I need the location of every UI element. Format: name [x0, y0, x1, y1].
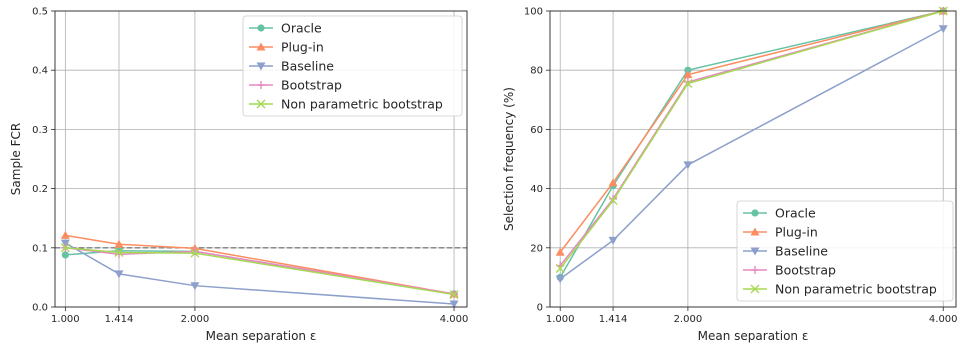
series-line: [65, 234, 455, 295]
legend-label: Plug-in: [775, 225, 818, 240]
y-tick-label: 0.1: [32, 243, 48, 254]
legend-marker: [257, 81, 265, 89]
y-tick-label: 20: [530, 243, 543, 254]
y-tick-label: 60: [530, 125, 543, 136]
legend-item: Non parametric bootstrap: [249, 97, 443, 112]
legend-item: Oracle: [743, 206, 816, 221]
y-tick-label: 0: [537, 303, 543, 314]
series-non-parametric-bootstrap: [60, 243, 459, 300]
x-tick-label: 1.000: [51, 314, 80, 325]
legend-label: Bootstrap: [281, 78, 342, 93]
y-tick-label: 100: [524, 7, 543, 18]
y-tick-label: 0.2: [32, 184, 48, 195]
legend-item: Bootstrap: [743, 263, 836, 278]
legend-label: Baseline: [281, 59, 334, 74]
y-tick-label: 0.5: [32, 7, 48, 18]
x-tick-label: 1.000: [546, 314, 575, 325]
x-tick-label: 1.414: [105, 314, 134, 325]
legend-item: Oracle: [249, 21, 322, 36]
data-point: [190, 248, 200, 258]
data-point: [555, 275, 565, 284]
legend-marker: [256, 99, 266, 109]
legend-label: Bootstrap: [775, 263, 836, 278]
data-point: [938, 25, 948, 34]
x-axis-label: Mean separation ε: [206, 329, 317, 343]
data-point: [61, 251, 69, 259]
data-point: [190, 282, 200, 291]
data-point: [683, 79, 693, 89]
y-tick-label: 0.3: [32, 125, 48, 136]
x-tick-label: 2.000: [181, 314, 210, 325]
x-tick-label: 4.000: [440, 314, 469, 325]
legend: Oracle Plug-in Baseline Bootstrap Non parame…: [736, 200, 954, 302]
data-point: [608, 236, 618, 245]
x-tick-label: 2.000: [674, 314, 703, 325]
data-point: [114, 239, 124, 248]
series-line: [559, 10, 944, 253]
legend-label: Baseline: [775, 244, 828, 259]
legend-label: Oracle: [281, 21, 322, 36]
data-point: [449, 290, 459, 300]
data-point: [60, 243, 70, 253]
legend-marker: [750, 227, 760, 236]
legend-marker: [256, 42, 266, 51]
legend-item: Baseline: [743, 244, 828, 259]
legend-item: Bootstrap: [249, 78, 342, 93]
series-baseline: [555, 25, 948, 284]
y-tick-label: 0.4: [32, 66, 48, 77]
axes-frame: [54, 10, 468, 308]
data-point: [449, 300, 459, 309]
data-point: [683, 70, 693, 79]
data-point: [60, 230, 70, 239]
chart-panel-1: 1.000 1.414 2.000 4.000 0.0 0.1 0.2 0.3 0.4 0.5 Me…: [9, 7, 468, 344]
data-point: [555, 247, 565, 256]
x-axis-label: Mean separation ε: [698, 329, 809, 343]
legend-box: [736, 200, 954, 302]
data-point: [114, 248, 124, 258]
data-point: [114, 270, 124, 279]
y-tick-label: 0.0: [32, 303, 48, 314]
legend-item: Plug-in: [743, 225, 818, 240]
legend-marker: [751, 266, 759, 274]
legend-marker: [257, 24, 265, 32]
legend-label: Non parametric bootstrap: [775, 282, 937, 297]
legend-marker: [256, 62, 266, 71]
series-line: [559, 10, 944, 269]
legend-marker: [750, 284, 760, 294]
axes-frame: [549, 10, 957, 308]
x-tick-label: 1.414: [599, 314, 628, 325]
data-point: [608, 195, 618, 205]
legend-marker: [750, 247, 760, 256]
legend-item: Non parametric bootstrap: [743, 282, 937, 297]
data-point: [683, 161, 693, 170]
legend-item: Baseline: [249, 59, 334, 74]
x-tick-label: 4.000: [929, 314, 958, 325]
chart-panel-2: 1.000 1.414 2.000 4.000 0 20 40 60 80 100 Mean sep…: [502, 6, 958, 343]
legend: Oracle Plug-in Baseline Bootstrap Non parame…: [242, 15, 463, 117]
series-line: [64, 242, 455, 305]
y-tick-label: 80: [530, 66, 543, 77]
data-point: [555, 264, 565, 274]
data-point: [60, 239, 70, 248]
y-axis-label: Selection frequency (%): [502, 87, 516, 231]
legend-box: [242, 15, 463, 117]
legend-item: Plug-in: [249, 40, 324, 55]
legend-label: Oracle: [775, 206, 816, 221]
y-axis-label: Sample FCR: [9, 123, 23, 195]
legend-marker: [751, 209, 759, 217]
legend-label: Plug-in: [281, 40, 324, 55]
data-point: [608, 178, 618, 187]
series-line: [559, 28, 944, 280]
series-line: [65, 247, 455, 296]
y-tick-label: 40: [530, 184, 543, 195]
series-baseline: [60, 239, 459, 309]
legend-label: Non parametric bootstrap: [281, 97, 443, 112]
